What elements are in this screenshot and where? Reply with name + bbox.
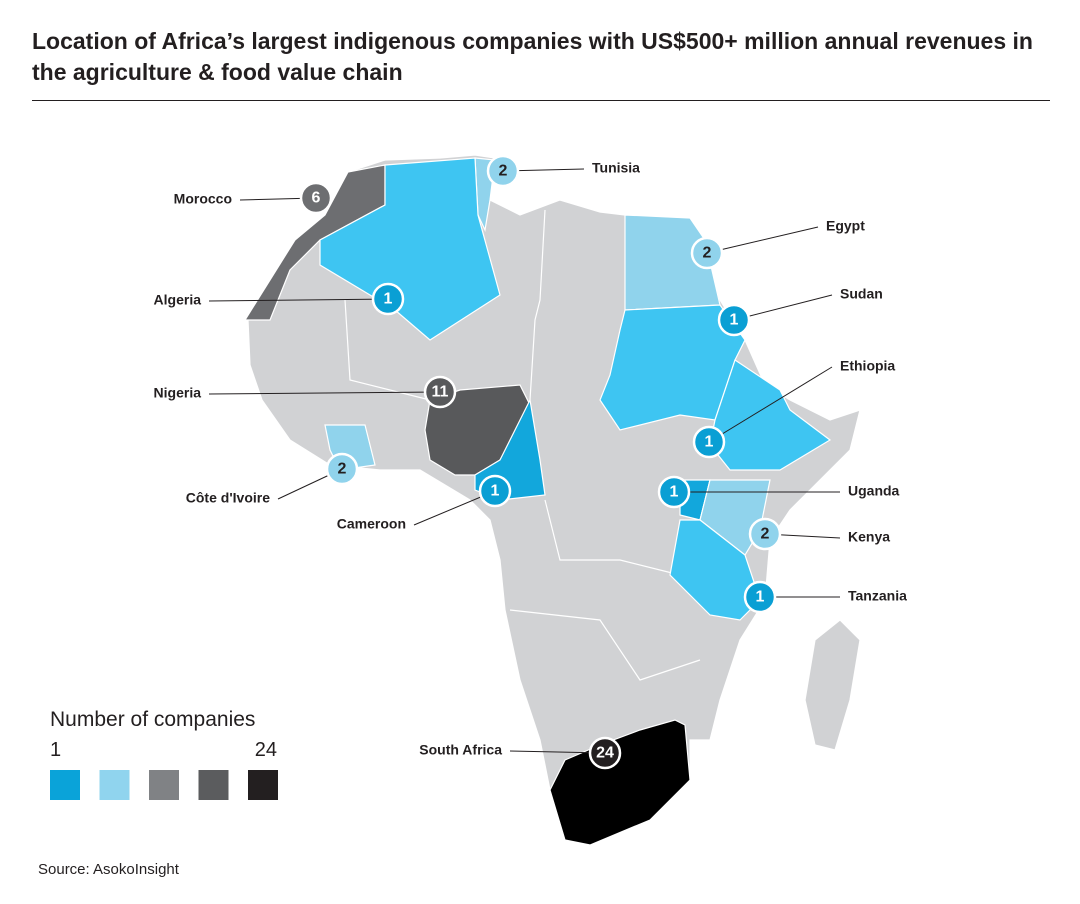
title-rule (32, 100, 1050, 101)
markers: 2 Tunisia6Morocco2Egypt1Algeria1Sudan11Ni… (154, 154, 907, 770)
count-circle (748, 517, 782, 551)
borders (509, 609, 701, 681)
legend-swatch (248, 770, 278, 800)
country-label: Ethiopia (840, 358, 895, 374)
legend-swatches (50, 770, 278, 800)
country-label: South Africa (419, 742, 502, 758)
count-label: 2 (338, 461, 347, 478)
title: Location of Africa’s largest indigenous … (32, 28, 1033, 85)
borders (529, 209, 546, 401)
country-shape (319, 157, 501, 341)
count-circle (423, 375, 457, 409)
country-shape (549, 719, 691, 846)
country-label: Uganda (848, 483, 900, 499)
count-label: 1 (756, 589, 765, 606)
source: Source: AsokoInsight (38, 861, 180, 878)
count-label: 11 (432, 384, 449, 401)
country-label: Tanzania (848, 588, 907, 604)
count-circle (325, 452, 359, 486)
country-shape (624, 214, 721, 311)
leader-line (706, 226, 819, 254)
country-label: Côte d'Ivoire (186, 490, 270, 506)
country-label: Sudan (840, 286, 883, 302)
count-circle (371, 282, 405, 316)
count-label: 2 (499, 163, 508, 180)
legend-swatch (99, 770, 130, 800)
country-label: Morocco (174, 191, 232, 207)
count-label: 2 (703, 245, 712, 262)
count-circle (588, 736, 622, 770)
count-label: 1 (730, 312, 739, 329)
legend-swatch (198, 770, 229, 800)
count-label: 1 (384, 291, 393, 308)
leader-line (708, 366, 833, 443)
count-label: 1 (670, 484, 679, 501)
count-circle (657, 475, 691, 509)
count-circle (690, 236, 724, 270)
country-label: Kenya (848, 529, 890, 545)
count-label: 2 (761, 526, 770, 543)
count-circle (743, 580, 777, 614)
legend-min: 1 (50, 739, 61, 761)
leader-line (733, 294, 833, 321)
country-label: Nigeria (154, 385, 202, 401)
count-label: 1 (491, 483, 500, 500)
legend-title: Number of companies (50, 708, 255, 731)
borders (344, 299, 431, 401)
borders (544, 499, 681, 576)
count-label: 1 (705, 434, 714, 451)
count-label: 24 (596, 745, 614, 762)
country-label: Tunisia (592, 160, 640, 176)
legend-swatch (149, 770, 179, 800)
count-circle (692, 425, 726, 459)
count-circle (478, 474, 512, 508)
legend-max: 24 (255, 739, 277, 761)
leader-line (208, 391, 441, 395)
highlighted-countries (243, 157, 832, 846)
country-label: Algeria (154, 292, 202, 308)
country-shape (669, 519, 761, 621)
madagascar (804, 619, 861, 751)
count-circle (717, 303, 751, 337)
legend-swatch (50, 770, 80, 800)
count-circle (299, 181, 333, 215)
country-label: Cameroon (337, 516, 406, 532)
count-label: 6 (312, 190, 321, 207)
count-circle (486, 154, 520, 188)
country-label: Egypt (826, 218, 865, 234)
leader-line (208, 298, 389, 302)
